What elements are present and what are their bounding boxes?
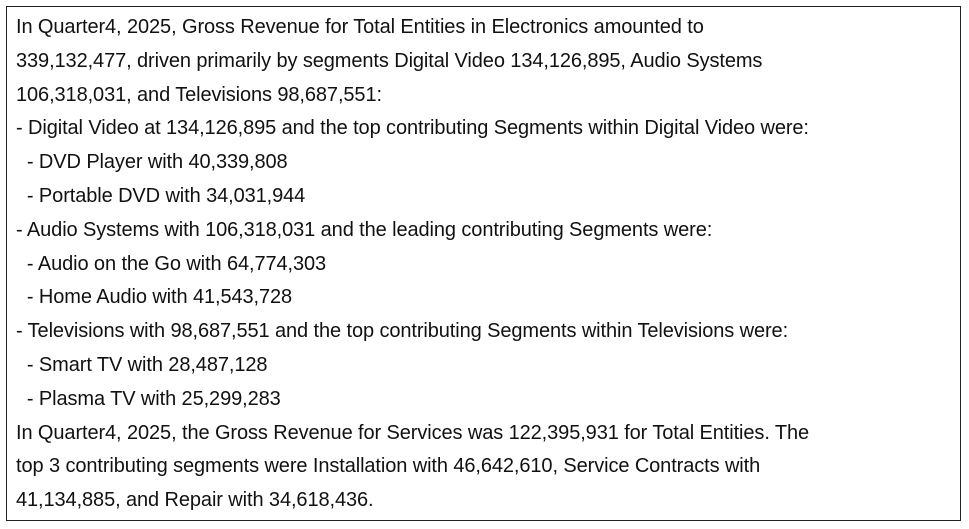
text-line: top 3 contributing segments were Install… [16, 455, 761, 478]
bullet-line: - Televisions with 98,687,551 and the to… [16, 320, 789, 343]
sub-bullet-line: - Home Audio with 41,543,728 [16, 286, 293, 309]
text-line: 106,318,031, and Televisions 98,687,551: [16, 83, 382, 106]
summary-text-box: In Quarter4, 2025, Gross Revenue for Tot… [6, 6, 961, 521]
bullet-line: - Digital Video at 134,126,895 and the t… [16, 117, 809, 140]
summary-text: In Quarter4, 2025, Gross Revenue for Tot… [16, 12, 809, 519]
sub-bullet-line: - Audio on the Go with 64,774,303 [16, 252, 327, 275]
sub-bullet-line: - Plasma TV with 25,299,283 [16, 387, 281, 410]
sub-bullet-line: - Portable DVD with 34,031,944 [16, 184, 306, 207]
text-line: In Quarter4, 2025, Gross Revenue for Tot… [16, 16, 704, 38]
sub-bullet-line: - DVD Player with 40,339,808 [16, 151, 288, 174]
text-line: In Quarter4, 2025, the Gross Revenue for… [16, 421, 810, 444]
bullet-line: - Audio Systems with 106,318,031 and the… [16, 218, 713, 241]
text-line: 339,132,477, driven primarily by segment… [16, 49, 763, 72]
sub-bullet-line: - Smart TV with 28,487,128 [16, 353, 268, 376]
text-line: 41,134,885, and Repair with 34,618,436. [16, 489, 374, 512]
